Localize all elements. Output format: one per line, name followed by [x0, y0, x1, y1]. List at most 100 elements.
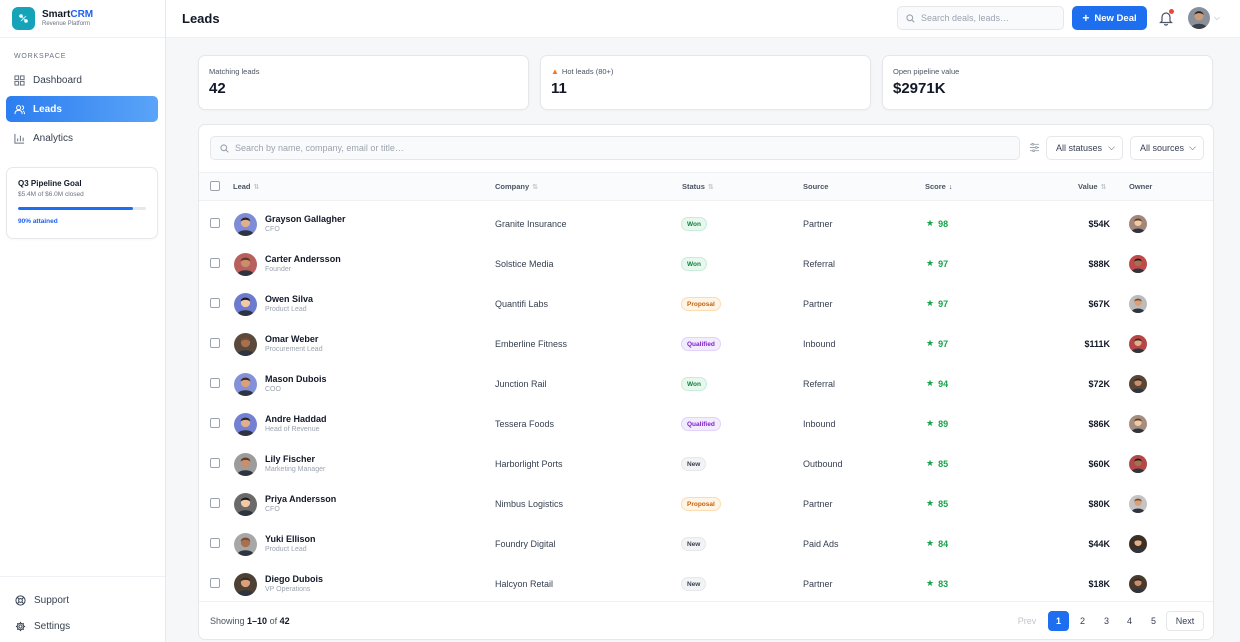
lead-search-input[interactable]: Search by name, company, email or title…	[210, 136, 1020, 160]
lead-company: Solstice Media	[495, 259, 554, 269]
row-checkbox[interactable]	[210, 378, 220, 388]
lead-source: Outbound	[803, 459, 843, 469]
user-avatar[interactable]	[1188, 7, 1210, 29]
brand-name: SmartCRM	[42, 9, 94, 20]
brand[interactable]: SmartCRM Revenue Platform	[0, 0, 165, 38]
settings-link[interactable]: Settings	[0, 613, 165, 639]
lead-name[interactable]: Priya Andersson	[265, 494, 337, 504]
chevron-down-icon: ⌵	[1189, 142, 1196, 152]
column-header-score[interactable]: Score ↓	[925, 182, 953, 191]
owner-avatar[interactable]	[1129, 375, 1147, 393]
column-header-lead[interactable]: Lead ⇅	[233, 182, 260, 191]
pagination-next-button[interactable]: Next	[1166, 611, 1204, 631]
table-row[interactable]: Mason Dubois COO Junction Rail Won Refer…	[199, 365, 1213, 405]
pagination-page-3[interactable]: 3	[1103, 616, 1109, 626]
plus-icon: +	[1082, 11, 1090, 25]
table-row[interactable]: Priya Andersson CFO Nimbus Logistics Pro…	[199, 485, 1213, 525]
status-badge: New	[681, 457, 707, 471]
lead-company: Foundry Digital	[495, 539, 556, 549]
lead-name[interactable]: Mason Dubois	[265, 374, 327, 384]
support-link[interactable]: Support	[0, 587, 165, 613]
column-header-status[interactable]: Status ⇅	[682, 182, 714, 191]
row-checkbox[interactable]	[210, 298, 220, 308]
lead-value: $67K	[1088, 299, 1110, 309]
lead-company: Quantifi Labs	[495, 299, 549, 309]
sidebar-item-leads[interactable]: Leads	[6, 96, 158, 122]
owner-avatar[interactable]	[1129, 415, 1147, 433]
owner-avatar[interactable]	[1129, 335, 1147, 353]
owner-avatar[interactable]	[1129, 295, 1147, 313]
lead-name[interactable]: Diego Dubois	[265, 574, 323, 584]
lead-value: $88K	[1088, 259, 1110, 269]
select-all-checkbox[interactable]	[210, 181, 220, 191]
lead-name[interactable]: Carter Andersson	[265, 254, 341, 264]
table-row[interactable]: Lily Fischer Marketing Manager Harborlig…	[199, 445, 1213, 485]
pagination-page-2[interactable]: 2	[1079, 616, 1085, 626]
lead-name[interactable]: Grayson Gallagher	[265, 214, 346, 224]
pagination-page-4[interactable]: 4	[1126, 616, 1132, 626]
sidebar-item-analytics[interactable]: Analytics	[6, 125, 158, 151]
owner-avatar[interactable]	[1129, 535, 1147, 553]
sidebar-item-dashboard[interactable]: Dashboard	[6, 67, 158, 93]
row-checkbox[interactable]	[210, 498, 220, 508]
bell-icon[interactable]	[1159, 10, 1173, 26]
row-checkbox[interactable]	[210, 258, 220, 268]
lead-avatar	[234, 293, 257, 316]
owner-avatar[interactable]	[1129, 495, 1147, 513]
lead-title: CFO	[265, 506, 280, 513]
sidebar-nav: Dashboard Leads Analytics	[6, 67, 158, 154]
row-checkbox[interactable]	[210, 458, 220, 468]
chevron-down-icon[interactable]: ⌵	[1214, 13, 1221, 22]
stat-value: $2971K	[893, 80, 946, 97]
stat-hot-leads: ▲ Hot leads (80+) 11	[540, 55, 871, 110]
stat-label: Matching leads	[209, 67, 260, 76]
lead-name[interactable]: Omar Weber	[265, 334, 319, 344]
owner-avatar[interactable]	[1129, 575, 1147, 593]
lead-name[interactable]: Yuki Ellison	[265, 534, 316, 544]
lead-score: ★ 89	[926, 418, 949, 429]
table-row[interactable]: Omar Weber Procurement Lead Emberline Fi…	[199, 325, 1213, 365]
sidebar-item-label: Leads	[33, 103, 62, 115]
column-header-company[interactable]: Company ⇅	[495, 182, 539, 191]
table-row[interactable]: Grayson Gallagher CFO Granite Insurance …	[199, 205, 1213, 245]
status-badge: Won	[681, 377, 707, 391]
status-badge: Qualified	[681, 417, 721, 431]
table-row[interactable]: Yuki Ellison Product Lead Foundry Digita…	[199, 525, 1213, 565]
stat-label: Open pipeline value	[893, 67, 960, 76]
lead-name[interactable]: Lily Fischer	[265, 454, 316, 464]
status-filter-select[interactable]: All statuses ⌵	[1046, 136, 1123, 160]
star-icon: ★	[926, 338, 935, 348]
table-row[interactable]: Owen Silva Product Lead Quantifi Labs Pr…	[199, 285, 1213, 325]
table-row[interactable]: Diego Dubois VP Operations Halcyon Retai…	[199, 565, 1213, 605]
sort-icon: ⇅	[532, 184, 539, 191]
new-deal-label: New Deal	[1094, 12, 1137, 24]
new-deal-button[interactable]: + New Deal	[1072, 6, 1147, 30]
lead-company: Emberline Fitness	[495, 339, 568, 349]
pagination-prev-button[interactable]: Prev	[1017, 616, 1037, 626]
filter-icon[interactable]	[1029, 142, 1040, 153]
table-row[interactable]: Carter Andersson Founder Solstice Media …	[199, 245, 1213, 285]
source-filter-select[interactable]: All sources ⌵	[1130, 136, 1204, 160]
pagination-page-5[interactable]: 5	[1150, 616, 1156, 626]
row-checkbox[interactable]	[210, 218, 220, 228]
lead-name[interactable]: Owen Silva	[265, 294, 314, 304]
lead-score: ★ 85	[926, 458, 949, 469]
owner-avatar[interactable]	[1129, 255, 1147, 273]
lead-title: Founder	[265, 266, 292, 273]
row-checkbox[interactable]	[210, 538, 220, 548]
row-checkbox[interactable]	[210, 338, 220, 348]
row-checkbox[interactable]	[210, 578, 220, 588]
lead-company: Junction Rail	[495, 379, 547, 389]
lead-name[interactable]: Andre Haddad	[265, 414, 327, 424]
owner-avatar[interactable]	[1129, 455, 1147, 473]
star-icon: ★	[926, 458, 935, 468]
global-search-input[interactable]: Search deals, leads…	[897, 6, 1064, 30]
source-filter-value: All sources	[1140, 143, 1185, 153]
life-ring-icon	[15, 594, 26, 606]
column-header-value[interactable]: Value ⇅	[1078, 182, 1107, 191]
row-checkbox[interactable]	[210, 418, 220, 428]
lead-company: Harborlight Ports	[495, 459, 563, 469]
pagination-page-1[interactable]: 1	[1048, 611, 1069, 631]
owner-avatar[interactable]	[1129, 215, 1147, 233]
table-row[interactable]: Andre Haddad Head of Revenue Tessera Foo…	[199, 405, 1213, 445]
